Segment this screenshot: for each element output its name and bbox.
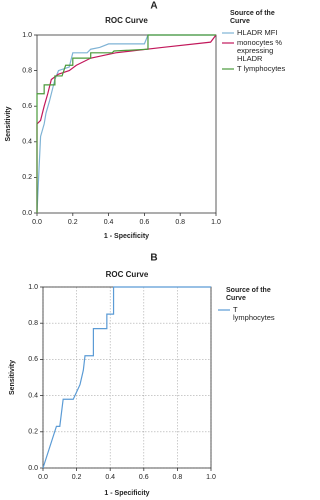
- x-tick-label: 0.2: [68, 219, 78, 226]
- x-axis-label: 1 - Specificity: [104, 490, 149, 497]
- y-tick-label: 0.4: [28, 392, 38, 399]
- panel-label: A: [150, 1, 157, 12]
- legend-label: monocytes % expressing HLADR: [237, 38, 282, 63]
- x-tick-label: 0.0: [32, 219, 42, 226]
- legend-title: Source of the Curve: [230, 10, 275, 25]
- y-tick-label: 0.4: [22, 139, 32, 146]
- legend-label: HLADR MFI: [237, 28, 277, 37]
- x-tick-label: 0.8: [173, 474, 183, 481]
- y-tick-label: 0.6: [28, 356, 38, 363]
- x-axis-label: 1 - Specificity: [104, 233, 149, 240]
- y-tick-label: 0.8: [28, 320, 38, 327]
- y-axis-label: Sensitivity: [9, 360, 16, 395]
- roc-curve: [36, 34, 216, 214]
- y-tick-label: 1.0: [28, 284, 38, 291]
- x-tick-label: 0.2: [72, 474, 82, 481]
- roc-curve: [42, 286, 211, 469]
- roc-curve: [36, 34, 217, 213]
- panel-label: B: [150, 253, 157, 264]
- x-tick-label: 1.0: [206, 474, 216, 481]
- x-tick-label: 0.6: [139, 474, 149, 481]
- x-tick-label: 0.6: [140, 219, 150, 226]
- plot-frame: [36, 34, 217, 214]
- y-tick-label: 0.8: [22, 67, 32, 74]
- y-tick-label: 0.2: [28, 429, 38, 436]
- chart-title: ROC Curve: [106, 270, 149, 279]
- legend-label: T lymphocytes: [237, 64, 285, 73]
- x-tick-label: 0.4: [104, 219, 114, 226]
- y-axis-label: Sensitivity: [5, 106, 12, 141]
- y-tick-label: 0.2: [22, 174, 32, 181]
- x-tick-label: 1.0: [211, 219, 221, 226]
- roc-curve: [36, 34, 216, 213]
- plot-frame: [42, 286, 212, 469]
- y-tick-label: 0.6: [22, 103, 32, 110]
- y-tick-label: 1.0: [22, 32, 32, 39]
- y-tick-label: 0.0: [28, 465, 38, 472]
- x-tick-label: 0.0: [38, 474, 48, 481]
- x-tick-label: 0.8: [175, 219, 185, 226]
- legend-title: Source of the Curve: [226, 287, 271, 302]
- y-tick-label: 0.0: [22, 210, 32, 217]
- chart-title: ROC Curve: [105, 16, 148, 25]
- x-tick-label: 0.4: [105, 474, 115, 481]
